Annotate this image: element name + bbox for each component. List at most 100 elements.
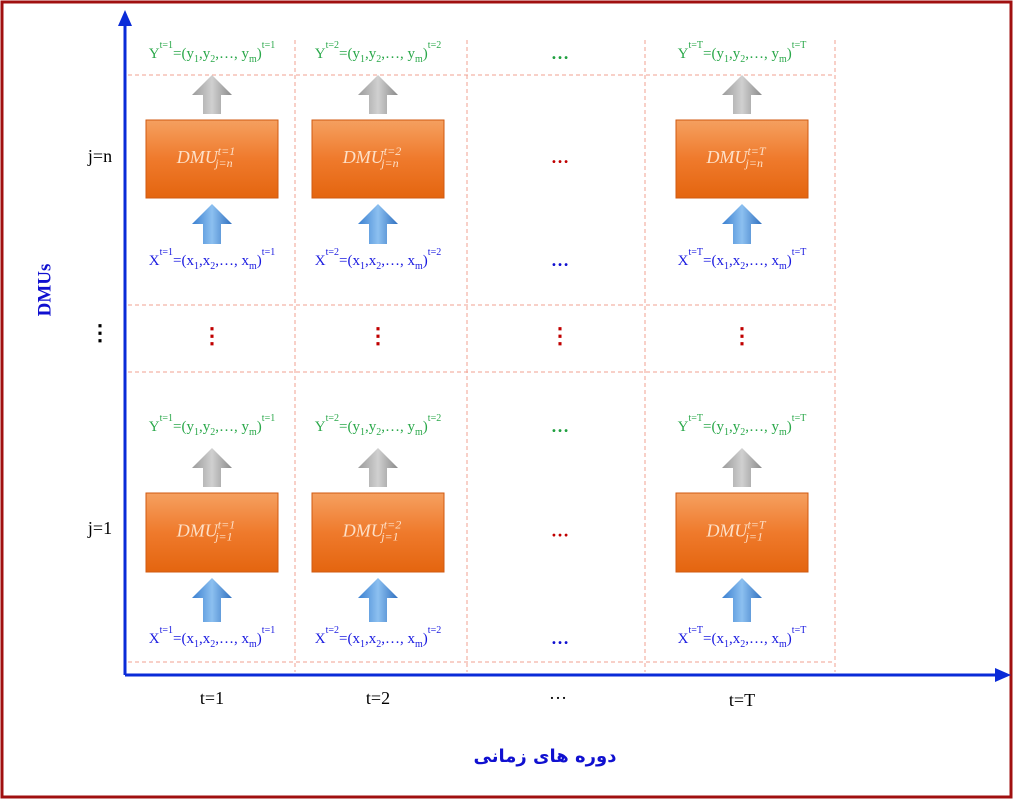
period-label: t=T	[729, 690, 755, 710]
formula-text: ,y	[199, 46, 211, 62]
subscript: j=1	[213, 529, 232, 543]
superscript: t=1	[262, 40, 275, 51]
formula-text: ,…, x	[215, 631, 249, 647]
ellipsis: …	[551, 521, 569, 541]
formula-text: =(y	[703, 419, 724, 435]
ellipsis: …	[551, 147, 569, 167]
superscript: t=1	[160, 625, 173, 636]
formula-text: Y	[149, 46, 160, 62]
period-label: …	[549, 683, 567, 703]
formula-text: ,x	[365, 631, 377, 647]
superscript: t=2	[428, 247, 441, 258]
subscript: j=n	[744, 156, 763, 170]
ellipsis: ⋮	[549, 323, 571, 348]
formula-text: Y	[315, 46, 326, 62]
formula-text: ,…, x	[745, 631, 779, 647]
formula-text: ,y	[729, 46, 741, 62]
superscript: t=2	[326, 625, 339, 636]
formula-text: X	[315, 253, 326, 269]
y-axis-title: DMUs	[34, 264, 55, 317]
formula-text: =(y	[339, 419, 360, 435]
superscript: t=2	[428, 625, 441, 636]
superscript: t=T	[792, 413, 807, 424]
formula-text: =(y	[339, 46, 360, 62]
superscript: t=2	[326, 247, 339, 258]
dmu-text: DMU	[705, 521, 748, 541]
formula-text: Y	[678, 419, 689, 435]
ellipsis: …	[551, 416, 569, 436]
row-label: j=n	[87, 146, 112, 166]
ellipsis: ⋮	[731, 323, 753, 348]
formula-text: =(x	[339, 631, 360, 647]
period-label: t=1	[200, 688, 224, 708]
subscript: j=n	[213, 156, 232, 170]
formula-text: ,…, y	[381, 46, 415, 62]
formula-text: ,…, y	[381, 419, 415, 435]
ellipsis: …	[551, 43, 569, 63]
superscript: t=1	[160, 247, 173, 258]
formula-text: Y	[315, 419, 326, 435]
row-label: j=1	[87, 518, 112, 538]
formula-text: =(x	[339, 253, 360, 269]
formula-text: ,…, y	[745, 46, 779, 62]
row-label: ⋮	[89, 320, 111, 345]
formula-text: ,x	[365, 253, 377, 269]
formula-text: ,…, y	[215, 419, 249, 435]
formula-text: ,y	[365, 46, 377, 62]
superscript: t=T	[689, 625, 704, 636]
formula-text: ,y	[729, 419, 741, 435]
superscript: t=T	[689, 413, 704, 424]
superscript: t=1	[262, 413, 275, 424]
period-label: t=2	[366, 688, 390, 708]
subscript: j=1	[744, 529, 763, 543]
ellipsis: ⋮	[367, 323, 389, 348]
formula-text: =(x	[703, 253, 724, 269]
superscript: t=T	[792, 247, 807, 258]
formula-text: ,…, x	[381, 631, 415, 647]
subscript: j=n	[379, 156, 398, 170]
dmu-label: DMUt=1j=1	[176, 517, 235, 543]
superscript: t=T	[792, 625, 807, 636]
formula-text: ,…, x	[745, 253, 779, 269]
subscript: j=1	[379, 529, 398, 543]
dmu-text: DMU	[705, 147, 748, 167]
formula-text: X	[678, 253, 689, 269]
x-axis-title: دوره های زمانی	[474, 746, 617, 767]
superscript: t=1	[160, 413, 173, 424]
formula-text: =(x	[173, 253, 194, 269]
superscript: t=1	[160, 40, 173, 51]
formula-text: ,…, y	[745, 419, 779, 435]
superscript: t=T	[689, 40, 704, 51]
formula-text: X	[678, 631, 689, 647]
formula-text: ,x	[199, 631, 211, 647]
formula-text: ,…, x	[381, 253, 415, 269]
diagram: DMUs j=n ⋮ j=1 t=1 t=2 … t=T دوره های زم…	[0, 0, 1013, 799]
formula-text: ,x	[729, 631, 741, 647]
ellipsis: …	[551, 250, 569, 270]
formula-text: =(x	[173, 631, 194, 647]
formula-text: =(y	[703, 46, 724, 62]
superscript: t=2	[326, 413, 339, 424]
superscript: t=2	[428, 413, 441, 424]
formula-text: ,y	[199, 419, 211, 435]
formula-text: ,x	[729, 253, 741, 269]
formula-text: =(y	[173, 419, 194, 435]
superscript: t=1	[262, 625, 275, 636]
dmu-text: DMU	[342, 147, 385, 167]
formula-text: Y	[678, 46, 689, 62]
formula-text: Y	[149, 419, 160, 435]
formula-text: =(y	[173, 46, 194, 62]
dmu-label: DMUt=Tj=n	[705, 144, 766, 170]
formula-text: ,…, y	[215, 46, 249, 62]
dmu-text: DMU	[176, 521, 219, 541]
formula-text: ,x	[199, 253, 211, 269]
superscript: t=2	[428, 40, 441, 51]
superscript: t=2	[326, 40, 339, 51]
formula-text: ,y	[365, 419, 377, 435]
formula-text: =(x	[703, 631, 724, 647]
formula-text: X	[149, 631, 160, 647]
formula-text: X	[149, 253, 160, 269]
superscript: t=1	[262, 247, 275, 258]
formula-text: X	[315, 631, 326, 647]
